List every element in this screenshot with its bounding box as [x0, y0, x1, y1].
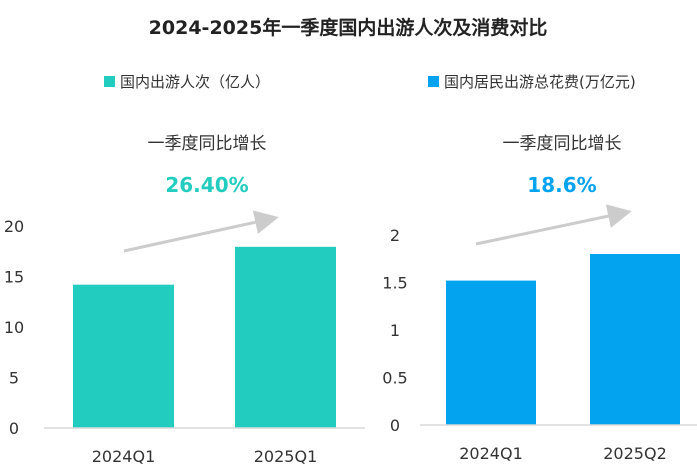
y-tick-label: 10 [4, 318, 24, 337]
y-tick-label: 1.5 [382, 274, 407, 293]
chart-title: 2024-2025年一季度国内出游人次及消费对比 [149, 16, 548, 39]
y-tick-label: 0 [390, 416, 400, 435]
legend-swatch [428, 76, 439, 87]
annotation-value: 26.40% [165, 173, 248, 197]
x-tick-label: 2025Q2 [603, 444, 667, 463]
bar [73, 284, 174, 428]
y-tick-label: 0 [9, 419, 19, 438]
x-tick-label: 2024Q1 [459, 444, 523, 463]
trend-arrow [123, 210, 279, 253]
annotation-value: 18.6% [527, 173, 596, 197]
y-tick-label: 2 [390, 226, 400, 245]
y-tick-label: 15 [4, 268, 24, 287]
y-tick-label: 1 [390, 321, 400, 340]
legend-swatch [104, 76, 115, 87]
annotation-label: 一季度同比增长 [503, 134, 622, 154]
bar [446, 280, 536, 425]
bar [590, 254, 680, 425]
x-tick-label: 2024Q1 [92, 447, 156, 466]
y-tick-label: 20 [4, 217, 24, 236]
legend-label: 国内出游人次（亿人） [120, 73, 270, 91]
legend-label: 国内居民出游总花费(万亿元) [444, 73, 636, 91]
annotation-label: 一季度同比增长 [148, 134, 267, 154]
y-tick-label: 5 [9, 369, 19, 388]
x-tick-label: 2025Q1 [254, 447, 318, 466]
trend-arrow [475, 204, 632, 246]
y-tick-label: 0.5 [382, 369, 407, 388]
bar [235, 246, 336, 428]
